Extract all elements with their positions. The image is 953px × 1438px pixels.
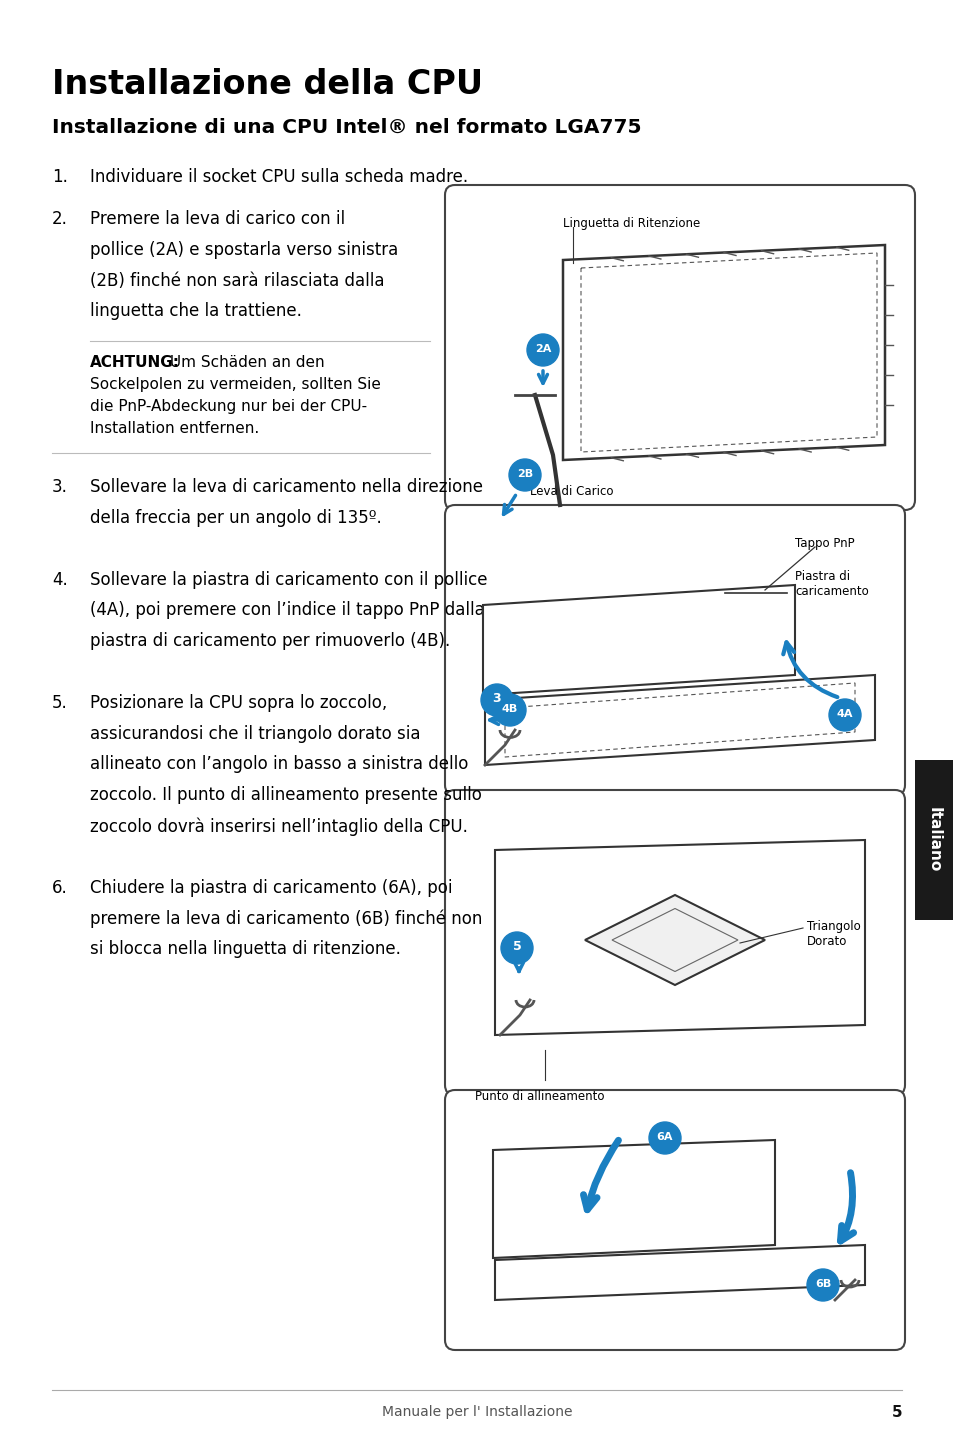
Text: zoccolo. Il punto di allineamento presente sullo: zoccolo. Il punto di allineamento presen… — [90, 787, 481, 804]
Circle shape — [526, 334, 558, 367]
Circle shape — [494, 695, 525, 726]
Circle shape — [828, 699, 861, 731]
Circle shape — [500, 932, 533, 963]
Text: 4A: 4A — [836, 709, 852, 719]
Text: 5.: 5. — [52, 693, 68, 712]
Text: assicurandosi che il triangolo dorato sia: assicurandosi che il triangolo dorato si… — [90, 725, 420, 742]
Circle shape — [509, 459, 540, 490]
Text: 6.: 6. — [52, 879, 68, 897]
Text: Premere la leva di carico con il: Premere la leva di carico con il — [90, 210, 345, 229]
Text: Piastra di
caricamento: Piastra di caricamento — [794, 569, 868, 598]
Text: 2.: 2. — [52, 210, 68, 229]
Text: allineato con l’angolo in basso a sinistra dello: allineato con l’angolo in basso a sinist… — [90, 755, 468, 774]
Text: ACHTUNG:: ACHTUNG: — [90, 355, 180, 370]
Text: Posizionare la CPU sopra lo zoccolo,: Posizionare la CPU sopra lo zoccolo, — [90, 693, 387, 712]
Text: zoccolo dovrà inserirsi nell’intaglio della CPU.: zoccolo dovrà inserirsi nell’intaglio de… — [90, 817, 467, 835]
Text: Leva di Carico: Leva di Carico — [530, 485, 613, 498]
Text: Individuare il socket CPU sulla scheda madre.: Individuare il socket CPU sulla scheda m… — [90, 168, 468, 186]
Text: Linguetta di Ritenzione: Linguetta di Ritenzione — [562, 217, 700, 230]
Text: Punto di allineamento: Punto di allineamento — [475, 1090, 604, 1103]
Text: Chiudere la piastra di caricamento (6A), poi: Chiudere la piastra di caricamento (6A),… — [90, 879, 452, 897]
Text: 3.: 3. — [52, 479, 68, 496]
Bar — [914, 761, 953, 920]
Text: die PnP-Abdeckung nur bei der CPU-: die PnP-Abdeckung nur bei der CPU- — [90, 400, 367, 414]
Text: premere la leva di caricamento (6B) finché non: premere la leva di caricamento (6B) finc… — [90, 909, 482, 928]
Text: 1.: 1. — [52, 168, 68, 186]
Text: Um Schäden an den: Um Schäden an den — [165, 355, 324, 370]
Text: della freccia per un angolo di 135º.: della freccia per un angolo di 135º. — [90, 509, 381, 526]
Text: pollice (2A) e spostarla verso sinistra: pollice (2A) e spostarla verso sinistra — [90, 240, 397, 259]
FancyBboxPatch shape — [444, 505, 904, 795]
Text: Sockelpolen zu vermeiden, sollten Sie: Sockelpolen zu vermeiden, sollten Sie — [90, 377, 380, 393]
Text: Sollevare la leva di caricamento nella direzione: Sollevare la leva di caricamento nella d… — [90, 479, 482, 496]
Text: 2B: 2B — [517, 469, 533, 479]
Text: 6B: 6B — [814, 1278, 830, 1288]
Text: 5: 5 — [890, 1405, 901, 1419]
Text: 5: 5 — [512, 940, 521, 953]
Text: 6A: 6A — [656, 1132, 673, 1142]
Text: (2B) finché non sarà rilasciata dalla: (2B) finché non sarà rilasciata dalla — [90, 272, 384, 289]
Text: Triangolo
Dorato: Triangolo Dorato — [806, 920, 860, 948]
Text: Installazione di una CPU Intel® nel formato LGA775: Installazione di una CPU Intel® nel form… — [52, 118, 640, 137]
FancyBboxPatch shape — [444, 1090, 904, 1350]
Text: Sollevare la piastra di caricamento con il pollice: Sollevare la piastra di caricamento con … — [90, 571, 487, 588]
Text: linguetta che la trattiene.: linguetta che la trattiene. — [90, 302, 301, 321]
Text: si blocca nella linguetta di ritenzione.: si blocca nella linguetta di ritenzione. — [90, 940, 400, 958]
Text: Installazione della CPU: Installazione della CPU — [52, 68, 482, 101]
Circle shape — [806, 1268, 838, 1301]
Text: 4B: 4B — [501, 705, 517, 715]
Circle shape — [648, 1122, 680, 1155]
Polygon shape — [584, 894, 764, 985]
Text: Tappo PnP: Tappo PnP — [794, 536, 854, 549]
Text: 2A: 2A — [535, 344, 551, 354]
Text: Italiano: Italiano — [925, 807, 941, 873]
Text: 4.: 4. — [52, 571, 68, 588]
FancyBboxPatch shape — [444, 789, 904, 1094]
Text: 3: 3 — [492, 693, 500, 706]
Text: Manuale per l' Installazione: Manuale per l' Installazione — [381, 1405, 572, 1419]
Text: piastra di caricamento per rimuoverlo (4B).: piastra di caricamento per rimuoverlo (4… — [90, 633, 450, 650]
FancyBboxPatch shape — [444, 186, 914, 510]
Text: (4A), poi premere con l’indice il tappo PnP dalla: (4A), poi premere con l’indice il tappo … — [90, 601, 484, 620]
Text: Installation entfernen.: Installation entfernen. — [90, 421, 259, 436]
Circle shape — [480, 684, 513, 716]
